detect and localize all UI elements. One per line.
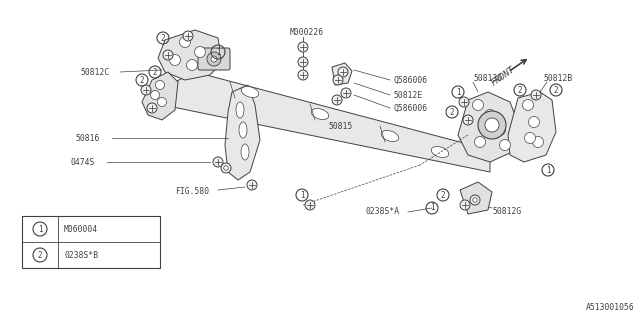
Ellipse shape <box>381 131 399 141</box>
Polygon shape <box>163 72 490 172</box>
Text: 1: 1 <box>300 190 304 199</box>
Polygon shape <box>225 85 260 180</box>
Text: 1: 1 <box>38 225 42 234</box>
Text: 2: 2 <box>441 190 445 199</box>
Polygon shape <box>142 72 178 120</box>
Polygon shape <box>332 63 352 85</box>
Text: A513001056: A513001056 <box>586 303 635 312</box>
Circle shape <box>473 198 477 202</box>
Circle shape <box>485 118 499 132</box>
Text: M060004: M060004 <box>64 225 98 234</box>
Circle shape <box>150 91 159 100</box>
Circle shape <box>195 46 205 58</box>
Circle shape <box>207 52 221 66</box>
Circle shape <box>532 137 543 148</box>
Circle shape <box>341 88 351 98</box>
Ellipse shape <box>236 102 244 118</box>
Circle shape <box>460 200 470 210</box>
Circle shape <box>525 132 536 143</box>
Text: Q586006: Q586006 <box>393 103 427 113</box>
Circle shape <box>463 115 473 125</box>
Text: 2: 2 <box>554 85 558 94</box>
Circle shape <box>298 70 308 80</box>
Text: 2: 2 <box>38 251 42 260</box>
Circle shape <box>499 140 511 150</box>
Ellipse shape <box>239 122 247 138</box>
Text: 50812G: 50812G <box>492 207 521 217</box>
Circle shape <box>459 97 469 107</box>
Text: 1: 1 <box>546 165 550 174</box>
Circle shape <box>529 116 540 127</box>
Text: 2: 2 <box>140 76 144 84</box>
Circle shape <box>179 36 191 47</box>
Text: 50812B: 50812B <box>543 74 572 83</box>
Text: 2: 2 <box>161 34 165 43</box>
Circle shape <box>213 157 223 167</box>
Circle shape <box>472 100 483 110</box>
Text: 50815: 50815 <box>328 122 353 131</box>
Circle shape <box>224 166 228 170</box>
Text: 2: 2 <box>450 108 454 116</box>
Text: 1: 1 <box>216 47 220 57</box>
Text: 0474S: 0474S <box>70 157 94 166</box>
Circle shape <box>141 85 151 95</box>
Ellipse shape <box>431 147 449 157</box>
Polygon shape <box>508 92 556 162</box>
Circle shape <box>474 137 486 148</box>
Ellipse shape <box>241 144 249 160</box>
Circle shape <box>157 98 166 107</box>
Text: 50813D: 50813D <box>473 74 502 83</box>
Polygon shape <box>158 30 222 80</box>
Circle shape <box>183 31 193 41</box>
Ellipse shape <box>311 108 329 119</box>
Circle shape <box>221 163 231 173</box>
Text: 2: 2 <box>518 85 522 94</box>
Circle shape <box>484 109 495 121</box>
Text: FIG.580: FIG.580 <box>175 188 209 196</box>
Text: FRONT: FRONT <box>490 65 517 87</box>
Circle shape <box>470 195 480 205</box>
Circle shape <box>147 103 157 113</box>
Ellipse shape <box>241 86 259 98</box>
Text: 1: 1 <box>429 204 435 212</box>
Text: 50816: 50816 <box>75 133 99 142</box>
FancyBboxPatch shape <box>198 48 230 70</box>
Circle shape <box>478 111 506 139</box>
Circle shape <box>305 200 315 210</box>
Bar <box>22 216 160 268</box>
Circle shape <box>211 56 217 62</box>
Text: 50812E: 50812E <box>393 91 422 100</box>
Text: 50812C: 50812C <box>80 68 109 76</box>
Circle shape <box>247 180 257 190</box>
Circle shape <box>338 67 348 77</box>
Text: 0238S*A: 0238S*A <box>365 207 399 217</box>
Circle shape <box>156 81 164 90</box>
Circle shape <box>495 124 506 135</box>
Circle shape <box>332 95 342 105</box>
Text: 0238S*B: 0238S*B <box>64 251 98 260</box>
Text: 1: 1 <box>456 87 460 97</box>
Circle shape <box>170 54 180 66</box>
Circle shape <box>163 50 173 60</box>
Polygon shape <box>460 182 492 214</box>
Polygon shape <box>458 92 520 162</box>
Text: Q586006: Q586006 <box>393 76 427 84</box>
Circle shape <box>298 57 308 67</box>
Text: 2: 2 <box>153 68 157 76</box>
Circle shape <box>522 100 534 110</box>
Circle shape <box>333 75 343 85</box>
Circle shape <box>186 60 198 70</box>
Circle shape <box>298 42 308 52</box>
Circle shape <box>531 90 541 100</box>
Text: M000226: M000226 <box>290 28 324 36</box>
